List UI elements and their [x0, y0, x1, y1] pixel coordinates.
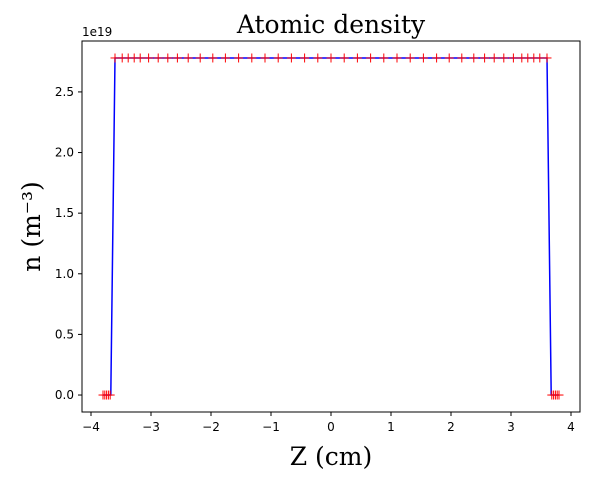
data-point-marker — [469, 53, 479, 63]
data-point-marker — [432, 53, 442, 63]
data-point-marker — [286, 53, 296, 63]
data-point-marker — [273, 53, 283, 63]
y-tick-label: 0.5 — [55, 327, 74, 341]
y-tick-label: 1.5 — [55, 206, 74, 220]
data-point-marker — [418, 53, 428, 63]
data-point-marker — [379, 53, 389, 63]
data-point-marker — [457, 53, 467, 63]
x-tick-label: 4 — [567, 420, 575, 434]
data-point-marker — [300, 53, 310, 63]
data-point-marker — [172, 53, 182, 63]
y-axis-label: n (m⁻³) — [17, 181, 46, 271]
x-tick-label: 2 — [447, 420, 455, 434]
data-point-marker — [326, 53, 336, 63]
data-point-marker — [247, 53, 257, 63]
data-point-marker — [260, 53, 270, 63]
x-tick-label: −1 — [262, 420, 280, 434]
data-point-marker — [508, 53, 518, 63]
data-point-marker — [153, 53, 163, 63]
data-point-marker — [105, 390, 115, 400]
data-point-marker — [444, 53, 454, 63]
y-tick-label: 2.5 — [55, 85, 74, 99]
plot-layer — [98, 53, 564, 400]
x-tick-label: 0 — [327, 420, 335, 434]
data-point-marker — [542, 53, 552, 63]
axes-frame — [81, 40, 581, 413]
data-point-marker — [480, 53, 490, 63]
data-point-marker — [352, 53, 362, 63]
data-point-marker — [405, 53, 415, 63]
data-point-marker — [163, 53, 173, 63]
ticks-layer: −4 −3 −2 −1 0 1 2 3 4 0.0 0.5 1.0 1.5 2.0 2.5 — [55, 85, 575, 434]
data-point-marker — [489, 53, 499, 63]
data-point-marker — [339, 53, 349, 63]
y-offset-label: 1e19 — [82, 25, 112, 39]
x-tick-label: 3 — [507, 420, 515, 434]
x-tick-label: −3 — [142, 420, 160, 434]
data-point-marker — [208, 53, 218, 63]
data-point-marker — [195, 53, 205, 63]
y-tick-label: 0.0 — [55, 388, 74, 402]
x-tick-label: −2 — [202, 420, 220, 434]
data-point-marker — [220, 53, 230, 63]
x-tick-label: −4 — [82, 420, 100, 434]
data-point-marker — [554, 390, 564, 400]
x-tick-label: 1 — [387, 420, 395, 434]
data-point-marker — [366, 53, 376, 63]
data-point-marker — [234, 53, 244, 63]
data-point-marker — [499, 53, 509, 63]
data-point-marker — [392, 53, 402, 63]
chart-title: Atomic density — [236, 10, 426, 39]
x-axis-label: Z (cm) — [290, 442, 373, 471]
data-point-marker — [183, 53, 193, 63]
data-point-marker — [135, 53, 145, 63]
y-tick-label: 2.0 — [55, 146, 74, 160]
data-point-marker — [313, 53, 323, 63]
data-point-marker — [144, 53, 154, 63]
y-tick-label: 1.0 — [55, 267, 74, 281]
